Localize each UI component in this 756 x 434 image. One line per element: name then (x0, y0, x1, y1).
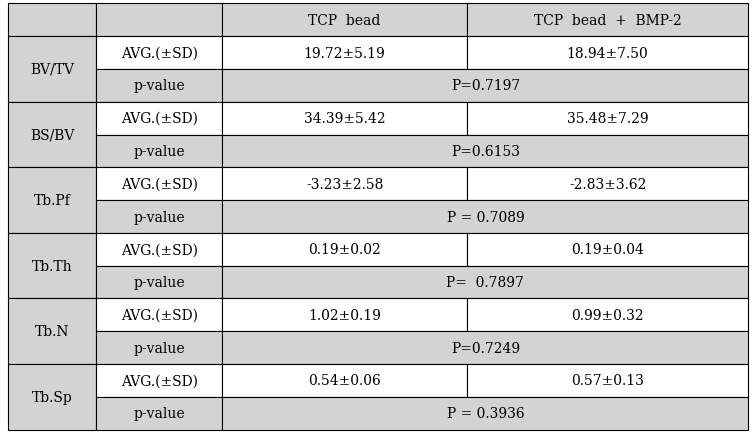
Bar (467, 233, 748, 266)
Bar (8, 233, 97, 299)
Bar (222, 4, 467, 37)
Text: AVG.(±SD): AVG.(±SD) (121, 46, 198, 60)
Bar (97, 364, 222, 397)
Text: Tb.N: Tb.N (35, 325, 70, 339)
Text: AVG.(±SD): AVG.(±SD) (121, 243, 198, 257)
Bar (222, 201, 748, 233)
Bar (467, 364, 748, 397)
Bar (222, 70, 748, 102)
Text: P=0.6153: P=0.6153 (451, 145, 520, 158)
Text: P = 0.7089: P = 0.7089 (447, 210, 525, 224)
Bar (467, 37, 748, 70)
Text: Tb.Sp: Tb.Sp (32, 390, 73, 404)
Bar (8, 168, 97, 233)
Text: AVG.(±SD): AVG.(±SD) (121, 112, 198, 126)
Text: 0.99±0.32: 0.99±0.32 (572, 308, 644, 322)
Bar (222, 168, 467, 201)
Bar (467, 4, 748, 37)
Bar (97, 168, 222, 201)
Text: 18.94±7.50: 18.94±7.50 (567, 46, 649, 60)
Bar (97, 233, 222, 266)
Bar (8, 364, 97, 430)
Bar (8, 299, 97, 364)
Text: BS/BV: BS/BV (29, 128, 74, 142)
Bar (97, 299, 222, 332)
Text: p-value: p-value (134, 341, 185, 355)
Bar (467, 168, 748, 201)
Text: AVG.(±SD): AVG.(±SD) (121, 308, 198, 322)
Bar (97, 332, 222, 364)
Bar (97, 266, 222, 299)
Bar (222, 364, 467, 397)
Text: 19.72±5.19: 19.72±5.19 (304, 46, 386, 60)
Bar (97, 397, 222, 430)
Bar (97, 37, 222, 70)
Text: p-value: p-value (134, 276, 185, 289)
Text: P=0.7249: P=0.7249 (451, 341, 520, 355)
Bar (467, 299, 748, 332)
Bar (8, 37, 97, 102)
Text: TCP  bead: TCP bead (308, 14, 381, 28)
Text: Tb.Th: Tb.Th (32, 259, 73, 273)
Text: p-value: p-value (134, 406, 185, 420)
Text: 35.48±7.29: 35.48±7.29 (567, 112, 649, 126)
Text: 0.19±0.04: 0.19±0.04 (572, 243, 644, 257)
Text: AVG.(±SD): AVG.(±SD) (121, 178, 198, 191)
Bar (222, 332, 748, 364)
Bar (97, 102, 222, 135)
Text: P=  0.7897: P= 0.7897 (447, 276, 525, 289)
Text: p-value: p-value (134, 79, 185, 93)
Text: 0.57±0.13: 0.57±0.13 (572, 374, 644, 388)
Bar (222, 266, 748, 299)
Bar (222, 233, 467, 266)
Text: p-value: p-value (134, 210, 185, 224)
Text: p-value: p-value (134, 145, 185, 158)
Text: 0.54±0.06: 0.54±0.06 (308, 374, 381, 388)
Bar (222, 102, 467, 135)
Bar (97, 201, 222, 233)
Bar (97, 135, 222, 168)
Bar (222, 135, 748, 168)
Text: TCP  bead  +  BMP-2: TCP bead + BMP-2 (534, 14, 682, 28)
Bar (222, 37, 467, 70)
Bar (467, 102, 748, 135)
Bar (8, 4, 97, 37)
Bar (222, 299, 467, 332)
Text: BV/TV: BV/TV (30, 63, 74, 77)
Text: P=0.7197: P=0.7197 (451, 79, 520, 93)
Bar (222, 397, 748, 430)
Text: Tb.Pf: Tb.Pf (33, 194, 70, 207)
Text: -3.23±2.58: -3.23±2.58 (306, 178, 383, 191)
Text: -2.83±3.62: -2.83±3.62 (569, 178, 646, 191)
Bar (8, 102, 97, 168)
Text: AVG.(±SD): AVG.(±SD) (121, 374, 198, 388)
Text: 0.19±0.02: 0.19±0.02 (308, 243, 381, 257)
Bar (97, 4, 222, 37)
Text: 1.02±0.19: 1.02±0.19 (308, 308, 381, 322)
Text: 34.39±5.42: 34.39±5.42 (304, 112, 386, 126)
Text: P = 0.3936: P = 0.3936 (447, 406, 524, 420)
Bar (97, 70, 222, 102)
